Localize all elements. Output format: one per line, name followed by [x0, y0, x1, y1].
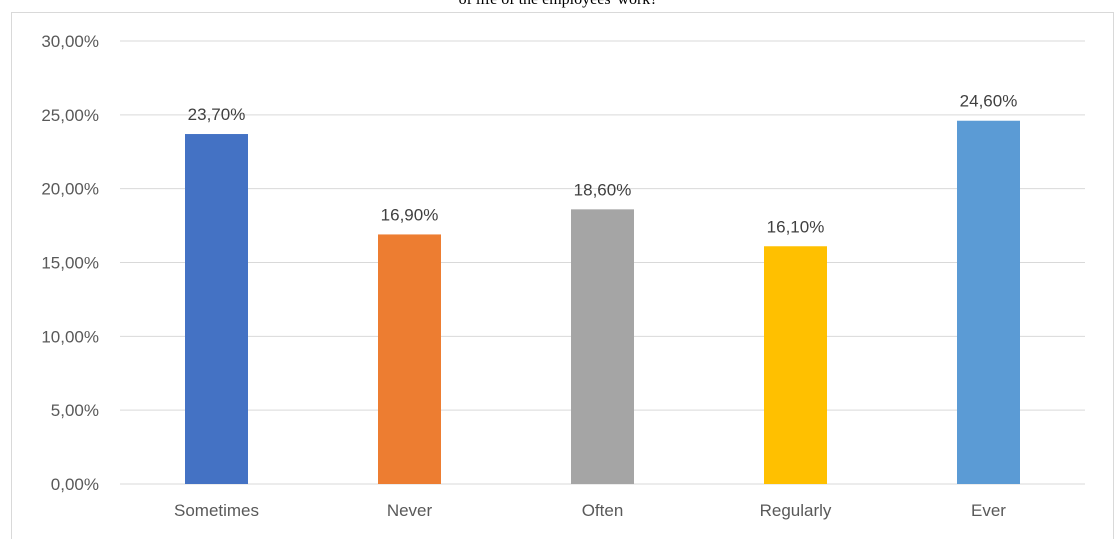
data-label: 24,60%	[960, 92, 1018, 111]
x-tick-label: Often	[582, 501, 624, 520]
chart-area	[11, 12, 1114, 539]
bar	[764, 246, 827, 484]
data-label: 23,70%	[188, 105, 246, 124]
data-label: 16,10%	[767, 217, 825, 236]
y-tick-label: 30,00%	[41, 32, 99, 51]
y-tick-label: 20,00%	[41, 180, 99, 199]
chart-title: of life of the employees' work?	[0, 0, 1116, 9]
y-tick-label: 15,00%	[41, 254, 99, 273]
x-tick-label: Never	[387, 501, 433, 520]
x-tick-label: Sometimes	[174, 501, 259, 520]
x-tick-label: Ever	[971, 501, 1006, 520]
y-tick-label: 25,00%	[41, 106, 99, 125]
y-tick-label: 10,00%	[41, 327, 99, 346]
bar	[571, 209, 634, 484]
bar	[957, 120, 1020, 485]
data-label: 18,60%	[574, 180, 632, 199]
bar	[378, 234, 441, 484]
y-tick-label: 0,00%	[51, 475, 99, 494]
data-label: 16,90%	[381, 205, 439, 224]
y-tick-label: 5,00%	[51, 401, 99, 420]
x-tick-label: Regularly	[760, 501, 832, 520]
bar	[185, 134, 248, 484]
